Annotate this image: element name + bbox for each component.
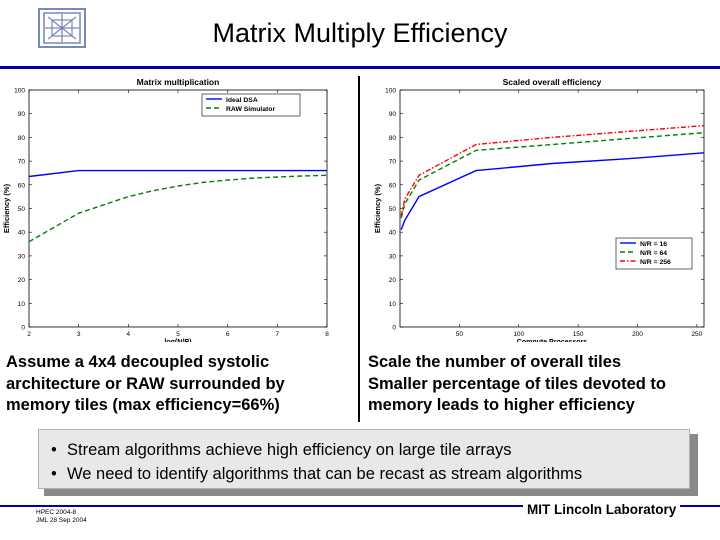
bullet-item: • We need to identify algorithms that can… bbox=[51, 462, 689, 486]
caption-right-line: memory leads to higher efficiency bbox=[368, 396, 635, 414]
y-tick-label: 10 bbox=[389, 301, 397, 308]
series-line bbox=[400, 124, 705, 216]
center-divider bbox=[358, 76, 360, 422]
footer-organization: MIT Lincoln Laboratory bbox=[523, 501, 681, 519]
plot-area bbox=[28, 89, 328, 328]
x-tick-label: 5 bbox=[176, 331, 180, 338]
x-tick-label: 250 bbox=[691, 331, 702, 338]
y-tick-label: 30 bbox=[389, 253, 397, 260]
series-line bbox=[400, 152, 705, 231]
footer-author-date: JML 28 Sep 2004 bbox=[36, 517, 87, 524]
caption-left-line: Assume a 4x4 decoupled systolic bbox=[6, 353, 270, 371]
x-tick-label: 200 bbox=[632, 331, 643, 338]
y-tick-label: 0 bbox=[21, 325, 25, 332]
footer-conference-name: HPEC 2004-8 bbox=[36, 509, 77, 516]
chart-title: Scaled overall efficiency bbox=[503, 77, 602, 87]
y-tick-label: 70 bbox=[389, 159, 397, 166]
x-axis-label: Compute Processors bbox=[517, 339, 588, 342]
bullet-text: We need to identify algorithms that can … bbox=[67, 465, 583, 483]
legend-label: N/R = 16 bbox=[640, 241, 667, 248]
scaled-efficiency-plot: Scaled overall efficiency 0 10 20 30 40 50 60 70… bbox=[373, 77, 705, 346]
legend-label: N/R = 256 bbox=[640, 259, 671, 266]
legend-label: N/R = 64 bbox=[640, 250, 667, 257]
y-tick-label: 30 bbox=[18, 253, 26, 260]
legend-label: Ideal DSA bbox=[226, 97, 258, 104]
y-tick-label: 10 bbox=[18, 301, 26, 308]
x-axis-label: log(N/R) bbox=[164, 339, 191, 342]
matrix-multiplication-plot: Matrix multiplication 0 10 20 30 40 50 60 70 80 90… bbox=[2, 77, 329, 346]
bullet-item: • Stream algorithms achieve high efficien… bbox=[51, 438, 689, 462]
y-tick-label: 100 bbox=[14, 88, 25, 95]
title-rule bbox=[0, 66, 720, 69]
x-tick-label: 150 bbox=[573, 331, 584, 338]
footer-conference: HPEC 2004-8 JML 28 Sep 2004 bbox=[36, 509, 87, 525]
y-tick-label: 100 bbox=[385, 88, 396, 95]
y-tick-label: 0 bbox=[392, 325, 396, 332]
y-tick-label: 80 bbox=[389, 135, 397, 142]
bullet-icon: • bbox=[51, 465, 57, 483]
y-tick-label: 40 bbox=[18, 230, 26, 237]
lincoln-lab-logo-icon bbox=[38, 8, 86, 48]
matrix-multiplication-chart: Matrix multiplication 0 10 20 30 40 50 60 70 80 90… bbox=[0, 70, 336, 346]
x-tick-label: 7 bbox=[276, 331, 280, 338]
series-line bbox=[28, 169, 327, 178]
caption-right-line: Smaller percentage of tiles devoted to bbox=[368, 374, 666, 393]
chart-title: Matrix multiplication bbox=[137, 77, 220, 87]
caption-left-line: memory tiles (max efficiency=66%) bbox=[6, 396, 280, 414]
lincoln-lab-logo bbox=[36, 6, 92, 52]
x-tick-label: 6 bbox=[226, 331, 230, 338]
x-tick-label: 50 bbox=[456, 331, 464, 338]
x-tick-label: 8 bbox=[325, 331, 329, 338]
slide-title: Matrix Multiply Efficiency bbox=[212, 18, 508, 48]
y-axis-label: Efficiency (%) bbox=[373, 183, 382, 233]
x-tick-label: 100 bbox=[513, 331, 524, 338]
y-tick-label: 60 bbox=[18, 182, 26, 189]
legend-label: RAW Simulator bbox=[226, 106, 275, 113]
caption-left-line: architecture or RAW surrounded by bbox=[6, 374, 285, 393]
x-tick-label: 3 bbox=[77, 331, 81, 338]
x-tick-label: 4 bbox=[127, 331, 131, 338]
y-tick-label: 90 bbox=[18, 111, 26, 118]
y-tick-label: 90 bbox=[389, 111, 397, 118]
series-line bbox=[28, 174, 328, 243]
y-tick-label: 50 bbox=[389, 206, 397, 213]
y-tick-label: 80 bbox=[18, 135, 26, 142]
summary-callout: • Stream algorithms achieve high efficien… bbox=[38, 429, 690, 489]
legend-box bbox=[201, 93, 301, 117]
bullet-icon: • bbox=[51, 441, 57, 459]
caption-left: Assume a 4x4 decoupled systolic architec… bbox=[6, 352, 346, 417]
series-line bbox=[400, 132, 705, 219]
y-tick-label: 40 bbox=[389, 230, 397, 237]
scaled-efficiency-chart: Scaled overall efficiency 0 10 20 30 40 50 60 70… bbox=[360, 70, 720, 346]
footer-rule bbox=[0, 505, 720, 507]
y-axis-label: Efficiency (%) bbox=[2, 183, 11, 233]
plot-area bbox=[399, 89, 705, 328]
x-tick-label: 2 bbox=[27, 331, 31, 338]
y-tick-label: 20 bbox=[18, 277, 26, 284]
y-tick-label: 50 bbox=[18, 206, 26, 213]
y-tick-label: 20 bbox=[389, 277, 397, 284]
caption-right-line: Scale the number of overall tiles bbox=[368, 353, 622, 371]
caption-right: Scale the number of overall tiles Smalle… bbox=[368, 352, 718, 417]
y-tick-label: 60 bbox=[389, 182, 397, 189]
bullet-text: Stream algorithms achieve high efficienc… bbox=[67, 441, 512, 459]
y-tick-label: 70 bbox=[18, 159, 26, 166]
